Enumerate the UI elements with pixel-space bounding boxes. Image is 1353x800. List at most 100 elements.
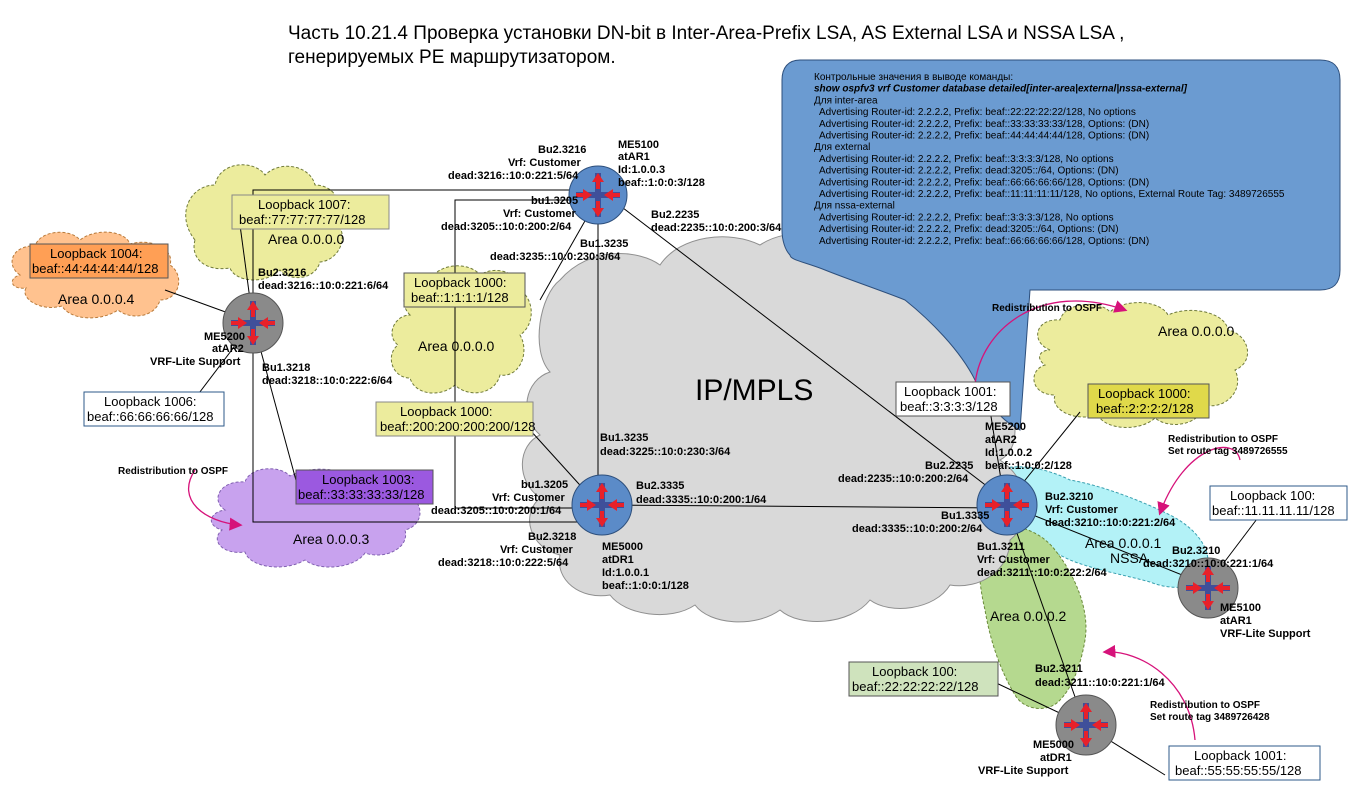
iface-dr1-bu1-3235: Bu1.3235 dead:3225::10:0:230:3/64 [600, 432, 731, 458]
callout-line: Advertising Router-id: 2.2.2.2, Prefix: … [814, 212, 1114, 223]
svg-text:bu1.3205: bu1.3205 [531, 195, 578, 207]
callout-line: Advertising Router-id: 2.2.2.2, Prefix: … [814, 154, 1114, 165]
svg-text:Loopback 100:: Loopback 100: [1230, 488, 1315, 503]
redist-arrow-dr1 [1102, 644, 1196, 741]
callout-line: Для external [814, 142, 870, 153]
link-ar1-ar2 [609, 197, 1006, 501]
svg-text:atDR1: atDR1 [1040, 752, 1072, 764]
svg-text:VRF-Lite Support: VRF-Lite Support [978, 765, 1069, 777]
link-ce-ar2-ar1 [252, 189, 598, 320]
svg-text:Id:1.0.0.3: Id:1.0.0.3 [618, 164, 665, 176]
svg-text:Bu2.3210: Bu2.3210 [1045, 491, 1093, 503]
iface-dr1-bu2-3218: Bu2.3218 Vrf: Customer dead:3218::10:0:2… [438, 531, 576, 569]
svg-text:Vrf: Customer: Vrf: Customer [977, 554, 1050, 566]
iface-ar1-bu2-2235: Bu2.2235 dead:2235::10:0:200:3/64 [651, 209, 782, 234]
redist-label-top-right: Redistribution to OSPF [992, 303, 1102, 314]
svg-text:Vrf: Customer: Vrf: Customer [503, 208, 576, 220]
svg-text:Bu1.3218: Bu1.3218 [262, 362, 310, 374]
area-0-mid-label: Area 0.0.0.0 [418, 338, 494, 354]
svg-text:beaf::66:66:66:66/128: beaf::66:66:66:66/128 [87, 409, 214, 424]
svg-text:Loopback 100:: Loopback 100: [872, 664, 957, 679]
redist-label-left: Redistribution to OSPF [118, 466, 228, 477]
svg-text:Vrf: Customer: Vrf: Customer [500, 544, 573, 556]
svg-text:beaf::200:200:200:200/128: beaf::200:200:200:200/128 [380, 419, 535, 434]
callout-line: Advertising Router-id: 2.2.2.2, Prefix: … [814, 131, 1149, 142]
svg-text:Loopback 1000:: Loopback 1000: [1098, 386, 1191, 401]
router-me5100-ar1-label: ME5100 atAR1 Id:1.0.0.3 beaf::1:0:0:3/12… [618, 139, 705, 189]
svg-text:Loopback 1000:: Loopback 1000: [414, 275, 507, 290]
svg-text:dead:3335::10:0:200:2/64: dead:3335::10:0:200:2/64 [852, 523, 983, 535]
svg-text:beaf::77:77:77:77/128: beaf::77:77:77:77/128 [239, 212, 366, 227]
loopback-1000-ar1-box: Loopback 1000: beaf::1:1:1:1/128 [403, 272, 526, 308]
redist-label-dr1-l2: Set route tag 3489726428 [1150, 712, 1270, 723]
area-1-nssa-cloud [991, 466, 1209, 588]
svg-text:beaf::1:0:0:2/128: beaf::1:0:0:2/128 [985, 460, 1072, 472]
svg-text:beaf::2:2:2:2/128: beaf::2:2:2:2/128 [1096, 401, 1194, 416]
iface-dr1-bu2-3335: Bu2.3335 dead:3335::10:0:200:1/64 [636, 480, 767, 506]
svg-text:ME5200: ME5200 [985, 421, 1026, 433]
svg-text:dead:3218::10:0:222:6/64: dead:3218::10:0:222:6/64 [262, 375, 393, 387]
area-2-cloud [978, 525, 1087, 709]
iface-ar2-bu1-3335: Bu1.3335 dead:3335::10:0:200:2/64 [852, 510, 989, 535]
svg-text:ME5100: ME5100 [618, 139, 659, 151]
iface-dr1-bu1-3205: bu1.3205 Vrf: Customer dead:3205::10:0:2… [431, 479, 568, 517]
svg-text:Bu2.3211: Bu2.3211 [1035, 663, 1083, 675]
svg-text:dead:3225::10:0:230:3/64: dead:3225::10:0:230:3/64 [600, 446, 731, 458]
iface-cear2-bu1-3218: Bu1.3218 dead:3218::10:0:222:6/64 [262, 362, 393, 387]
svg-text:Bu2.3216: Bu2.3216 [538, 144, 586, 156]
iface-cedr1-bu2-3211: Bu2.3211 dead:3211::10:0:221:1/64 [1035, 663, 1166, 689]
svg-text:dead:3218::10:0:222:5/64: dead:3218::10:0:222:5/64 [438, 557, 569, 569]
svg-text:dead:3211::10:0:221:1/64: dead:3211::10:0:221:1/64 [1035, 677, 1166, 689]
loopback-1001-ar2-box: Loopback 1001: beaf::3:3:3:3/128 [895, 381, 1011, 417]
callout-line: Advertising Router-id: 2.2.2.2, Prefix: … [814, 236, 1149, 247]
callout-line: Advertising Router-id: 2.2.2.2, Prefix: … [814, 177, 1149, 188]
redistribution-arrows [188, 300, 1241, 741]
area-1-nssa-label: NSSA [1110, 550, 1149, 566]
svg-text:Id:1.0.0.1: Id:1.0.0.1 [602, 567, 649, 579]
svg-text:beaf::44:44:44:44/128: beaf::44:44:44:44/128 [32, 261, 159, 276]
loopback-1000-ar2-box: Loopback 1000: beaf::2:2:2:2/128 [1087, 383, 1210, 419]
callout-bubble [781, 59, 1341, 431]
loopback-1006-box: Loopback 1006: beaf::66:66:66:66/128 [83, 391, 225, 427]
svg-text:Bu2.3335: Bu2.3335 [636, 480, 684, 492]
redist-label-ar1-l2: Set route tag 3489726555 [1168, 446, 1288, 457]
svg-text:dead:3210::10:0:221:2/64: dead:3210::10:0:221:2/64 [1045, 517, 1176, 529]
svg-text:ME5100: ME5100 [1220, 602, 1261, 614]
svg-text:beaf::1:0:0:3/128: beaf::1:0:0:3/128 [618, 177, 705, 189]
area-0-right-label: Area 0.0.0.0 [1158, 323, 1234, 339]
svg-text:ME5000: ME5000 [1033, 739, 1074, 751]
svg-text:ME5000: ME5000 [602, 541, 643, 553]
svg-text:VRF-Lite Support: VRF-Lite Support [1220, 628, 1311, 640]
svg-text:atAR1: atAR1 [618, 151, 650, 163]
redist-arrow-left [188, 469, 243, 531]
callout-line: Advertising Router-id: 2.2.2.2, Prefix: … [814, 119, 1149, 130]
svg-text:Loopback 1006:: Loopback 1006: [104, 394, 197, 409]
svg-text:Bu1.3335: Bu1.3335 [941, 510, 989, 522]
link-dr1-ar2 [604, 504, 1006, 509]
svg-text:atAR2: atAR2 [985, 434, 1017, 446]
redist-label-ar1-l1: Redistribution to OSPF [1168, 434, 1278, 445]
svg-text:Loopback 1001:: Loopback 1001: [1194, 748, 1287, 763]
svg-text:Vrf: Customer: Vrf: Customer [1045, 504, 1118, 516]
callout-line: Advertising Router-id: 2.2.2.2, Prefix: … [814, 166, 1119, 177]
callout-line: Для inter-area [814, 95, 878, 106]
svg-text:beaf::3:3:3:3/128: beaf::3:3:3:3/128 [900, 399, 998, 414]
link-ar2-ce-ar1 [1007, 504, 1208, 586]
svg-text:beaf::1:1:1:1/128: beaf::1:1:1:1/128 [411, 290, 509, 305]
loopback-100-dr1-box: Loopback 100: beaf::22:22:22:22/128 [848, 661, 999, 697]
svg-text:dead:3211::10:0:222:2/64: dead:3211::10:0:222:2/64 [977, 567, 1108, 579]
iface-ar2-bu1-3211: Bu1.3211 Vrf: Customer dead:3211::10:0:2… [977, 541, 1108, 579]
page-title-line2: генерируемых PE маршрутизатором. [288, 47, 616, 68]
svg-text:bu1.3205: bu1.3205 [521, 479, 568, 491]
svg-text:Bu2.3210: Bu2.3210 [1172, 545, 1220, 557]
redist-label-dr1-l1: Redistribution to OSPF [1150, 700, 1260, 711]
svg-text:Id:1.0.0.2: Id:1.0.0.2 [985, 447, 1032, 459]
iface-cear2-bu2-3216: Bu2.3216 dead:3216::10:0:221:6/64 [258, 267, 389, 292]
svg-text:Loopback 1007:: Loopback 1007: [258, 197, 351, 212]
area-3-label: Area 0.0.0.3 [293, 531, 369, 547]
redist-arrow-top-right [974, 300, 1128, 386]
redist-arrow-ar1 [1157, 446, 1241, 516]
svg-text:Bu2.3218: Bu2.3218 [528, 531, 576, 543]
router-ce-ar2-label: ME5200 atAR2 VRF-Lite Support [150, 331, 245, 368]
